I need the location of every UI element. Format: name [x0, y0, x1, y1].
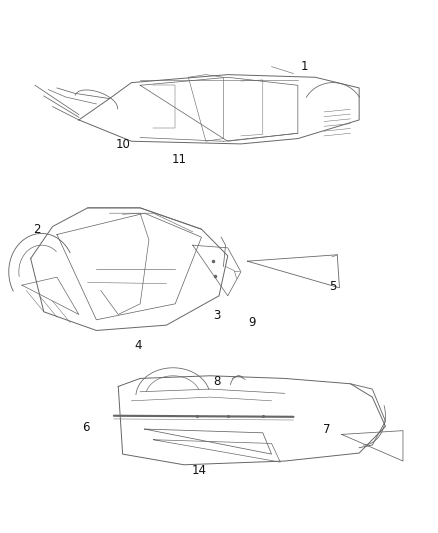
- Text: 1: 1: [300, 60, 308, 73]
- Text: 3: 3: [213, 309, 220, 322]
- Text: 2: 2: [33, 223, 41, 236]
- Text: 6: 6: [81, 421, 89, 434]
- Text: 5: 5: [329, 280, 336, 293]
- Text: 11: 11: [172, 154, 187, 166]
- Text: 4: 4: [134, 339, 142, 352]
- Text: 10: 10: [115, 139, 130, 151]
- Text: 14: 14: [192, 464, 207, 477]
- Text: 7: 7: [322, 423, 330, 435]
- Text: 9: 9: [248, 316, 256, 329]
- Text: 8: 8: [213, 375, 220, 387]
